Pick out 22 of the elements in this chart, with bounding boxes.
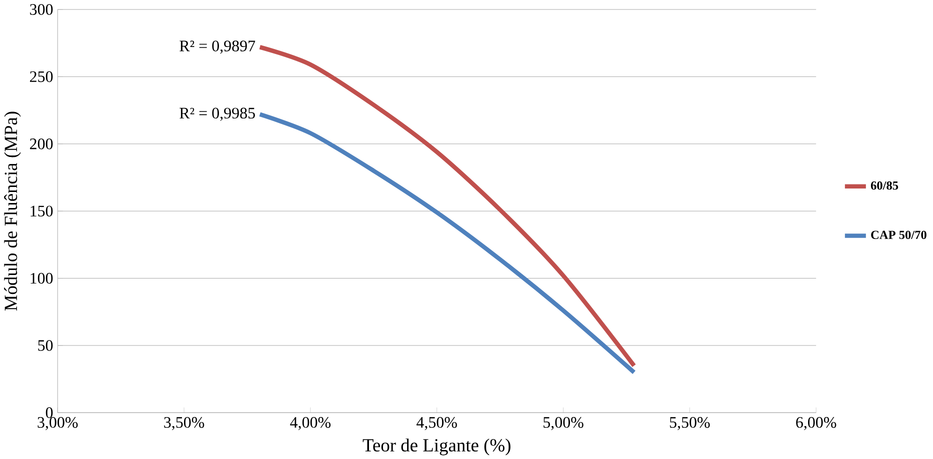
x-tick-label: 4,00% xyxy=(290,416,331,430)
x-tick-label: 3,00% xyxy=(38,416,78,430)
x-tick-label: 5,50% xyxy=(670,416,710,430)
y-tick-label: 250 xyxy=(30,71,53,82)
line-series xyxy=(258,44,636,368)
x-tick-label: 4,50% xyxy=(416,416,457,430)
y-tick-label: 0 xyxy=(46,407,53,418)
annotation: R² = 0,9897 xyxy=(180,40,256,54)
line-series xyxy=(258,112,636,374)
x-axis-title: Teor de Ligante (%) xyxy=(362,438,510,456)
y-tick-label: 200 xyxy=(30,138,53,150)
x-tick-label: 6,00% xyxy=(796,416,836,430)
y-tick-label: 100 xyxy=(30,272,53,284)
legend-label: 60/85 xyxy=(870,181,898,190)
y-axis-title: Módulo de Fluência (MPa) xyxy=(4,112,21,310)
annotation: R² = 0,9985 xyxy=(180,108,255,121)
legend-label: CAP 50/70 xyxy=(871,230,926,239)
y-tick-label: 50 xyxy=(38,340,53,351)
x-tick-label: 3,50% xyxy=(164,416,204,430)
y-tick-label: 150 xyxy=(30,205,53,216)
x-tick-label: 5,00% xyxy=(544,416,584,430)
y-tick-label: 300 xyxy=(30,4,53,15)
